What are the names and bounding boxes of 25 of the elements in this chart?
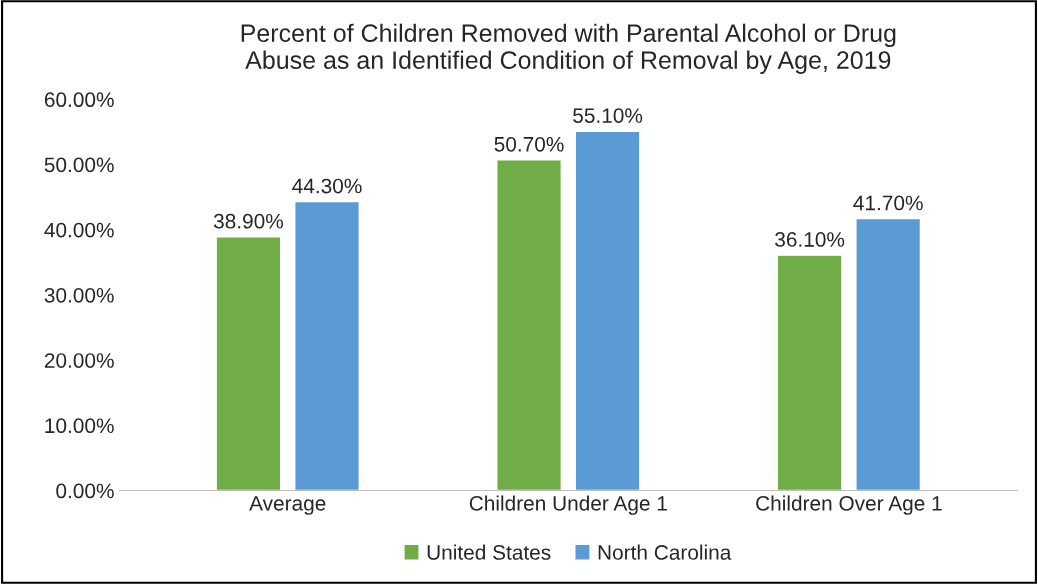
y-tick-label: 50.00%: [44, 157, 114, 173]
x-tick-label: Children Over Age 1: [756, 495, 942, 515]
data-label: 44.30%: [292, 178, 362, 194]
y-tick-label: 30.00%: [44, 287, 114, 303]
y-tick-label: 40.00%: [44, 222, 114, 238]
chart-title: Percent of Children Removed with Parental Alcohol or Drug Abuse as an Identified Condition of Removal by Age, 2019: [241, 23, 896, 74]
y-tick-label: 20.00%: [44, 353, 114, 368]
y-tick-label: 60.00%: [44, 92, 114, 108]
bar: [855, 217, 922, 491]
y-tick-label: 10.00%: [45, 418, 114, 434]
bar: [294, 200, 360, 491]
data-label: 38.90%: [213, 213, 284, 229]
bar: [574, 130, 641, 491]
x-tick-label: Children Under Age 1: [469, 495, 667, 515]
bar: [776, 254, 843, 491]
x-tick-label: Average: [249, 496, 326, 515]
bar: [215, 236, 282, 491]
data-label: 36.10%: [775, 232, 845, 247]
data-label: 41.70%: [853, 195, 923, 211]
legend-label: North Carolina: [598, 544, 732, 560]
legend-label: United States: [427, 544, 551, 560]
bar: [496, 159, 562, 491]
data-label: 55.10%: [573, 108, 643, 123]
data-label: 50.70%: [494, 136, 564, 152]
y-tick-label: 0.00%: [56, 483, 114, 499]
